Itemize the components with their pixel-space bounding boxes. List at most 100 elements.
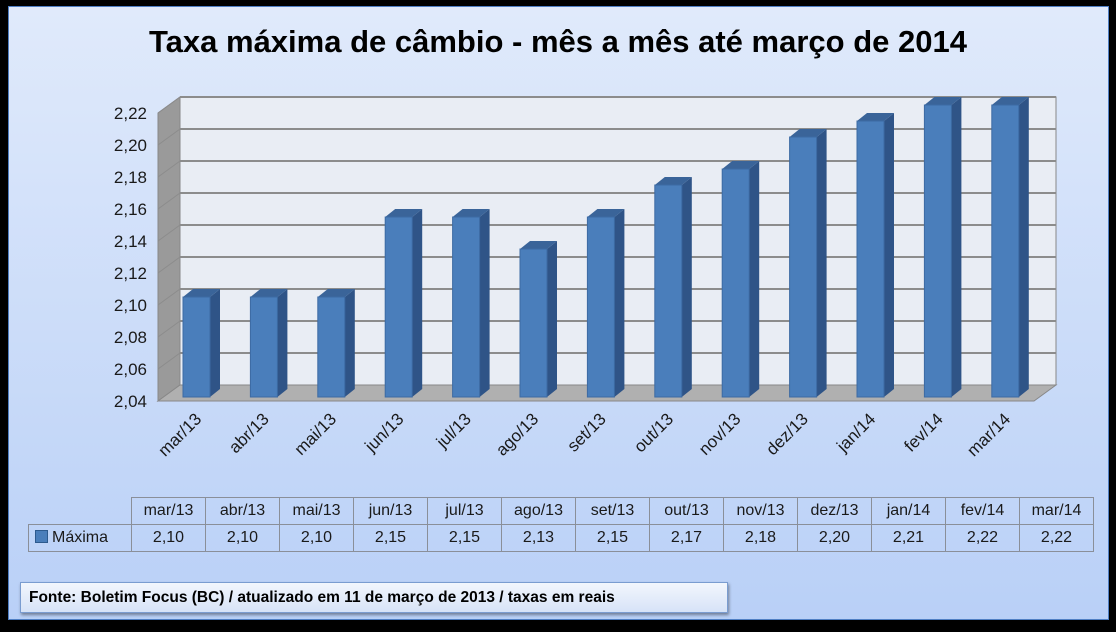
x-tick-label: dez/13	[762, 409, 812, 459]
gridline-side	[157, 192, 181, 210]
bar-side	[547, 241, 557, 397]
bar	[182, 296, 211, 398]
gridline-side	[157, 128, 181, 146]
bar	[923, 104, 952, 398]
table-value-cell: 2,15	[575, 524, 650, 552]
bar-side	[277, 289, 288, 397]
table-header-cell: ago/13	[501, 497, 576, 525]
gridline-side	[157, 224, 181, 242]
bar	[317, 296, 346, 398]
table-header-cell: abr/13	[205, 497, 280, 525]
bar	[856, 120, 885, 398]
data-table-row: Máxima 2,10 2,10 2,10 2,15 2,15 2,13 2,15 2,17 2,…	[28, 524, 1094, 552]
table-header-cell: mar/13	[131, 497, 206, 525]
bar-top	[991, 97, 1029, 105]
bar-top	[924, 97, 962, 105]
gridline-side	[157, 288, 181, 306]
table-value-cell: 2,22	[1019, 524, 1094, 552]
bar-side	[1018, 97, 1029, 397]
y-tick-label: 2,22	[114, 104, 147, 123]
table-value-cell: 2,15	[427, 524, 502, 552]
table-value-cell: 2,18	[723, 524, 798, 552]
bar-side	[479, 209, 490, 397]
chart-plot: 2,04 2,06 2,08 2,10 2,12 2,14 2,16 2,18 2,20 2,22…	[114, 96, 1058, 460]
table-value-cell: 2,15	[353, 524, 428, 552]
bar-top	[385, 209, 423, 217]
bar	[586, 216, 615, 398]
table-header-cell: out/13	[649, 497, 724, 525]
bar	[789, 136, 818, 398]
x-tick-label: mar/14	[963, 409, 1014, 460]
table-value-cell: 2,13	[501, 524, 576, 552]
bar-top	[587, 209, 625, 217]
bar-side	[681, 177, 692, 397]
bar-top	[722, 161, 760, 169]
bar-side	[951, 97, 962, 397]
bar	[721, 168, 750, 398]
x-tick-label: nov/13	[695, 409, 745, 459]
source-note: Fonte: Boletim Focus (BC) / atualizado e…	[20, 582, 728, 613]
data-table: mar/13 abr/13 mai/13 jun/13 jul/13 ago/13 set/…	[28, 497, 1094, 552]
legend-entry: Máxima	[28, 524, 132, 552]
y-tick-label: 2,08	[114, 328, 147, 347]
table-header-cell: jan/14	[871, 497, 946, 525]
table-header-cell: mar/14	[1019, 497, 1094, 525]
x-tick-label: abr/13	[225, 409, 273, 457]
x-tick-label: ago/13	[492, 409, 542, 459]
bar-top	[452, 209, 490, 217]
bar	[654, 184, 683, 398]
x-tick-label: mar/13	[154, 409, 205, 460]
y-tick-label: 2,10	[114, 296, 147, 315]
table-value-cell: 2,22	[945, 524, 1020, 552]
gridline-side	[157, 256, 181, 274]
bar-side	[749, 161, 760, 397]
table-value-cell: 2,20	[797, 524, 872, 552]
bar	[249, 296, 278, 398]
table-value-cell: 2,10	[131, 524, 206, 552]
bar-top	[654, 177, 692, 185]
x-tick-label: jul/13	[432, 409, 475, 452]
x-tick-label: jan/14	[832, 409, 879, 456]
bar	[519, 248, 548, 398]
y-tick-label: 2,14	[114, 232, 147, 251]
bar-side	[614, 209, 625, 397]
table-header-cell: nov/13	[723, 497, 798, 525]
bar	[991, 104, 1020, 398]
y-tick-label: 2,06	[114, 360, 147, 379]
bar-side	[816, 129, 827, 397]
legend-swatch	[35, 530, 48, 543]
table-value-cell: 2,17	[649, 524, 724, 552]
bar	[452, 216, 481, 398]
y-tick-label: 2,16	[114, 200, 147, 219]
y-tick-label: 2,20	[114, 136, 147, 155]
x-tick-label: set/13	[564, 409, 610, 455]
gridline-side	[157, 96, 181, 114]
bar	[384, 216, 413, 398]
data-table-header: mar/13 abr/13 mai/13 jun/13 jul/13 ago/13 set/…	[29, 497, 1094, 525]
gridline-side	[157, 160, 181, 178]
bar-side	[344, 289, 355, 397]
gridline-side	[157, 352, 181, 370]
y-tick-label: 2,18	[114, 168, 147, 187]
y-tick-label: 2,12	[114, 264, 147, 283]
bar-top	[250, 289, 288, 297]
bar-top	[857, 113, 894, 121]
table-value-cell: 2,10	[205, 524, 280, 552]
table-header-cell: fev/14	[945, 497, 1020, 525]
table-header-cell: jul/13	[427, 497, 502, 525]
bar-top	[317, 289, 355, 297]
table-header-cell: jun/13	[353, 497, 428, 525]
table-header-cell: set/13	[575, 497, 650, 525]
gridline-side	[157, 320, 181, 338]
bar-side	[884, 113, 894, 397]
x-tick-label: jun/13	[361, 409, 408, 456]
bar-top	[520, 241, 557, 249]
y-tick-label: 2,04	[114, 392, 147, 411]
bar-top	[789, 129, 827, 137]
x-tick-label: mai/13	[291, 409, 341, 459]
table-header-cell: mai/13	[279, 497, 354, 525]
table-value-cell: 2,10	[279, 524, 354, 552]
table-value-cell: 2,21	[871, 524, 946, 552]
table-header-cell: dez/13	[797, 497, 872, 525]
chart-title: Taxa máxima de câmbio - mês a mês até ma…	[149, 24, 967, 59]
